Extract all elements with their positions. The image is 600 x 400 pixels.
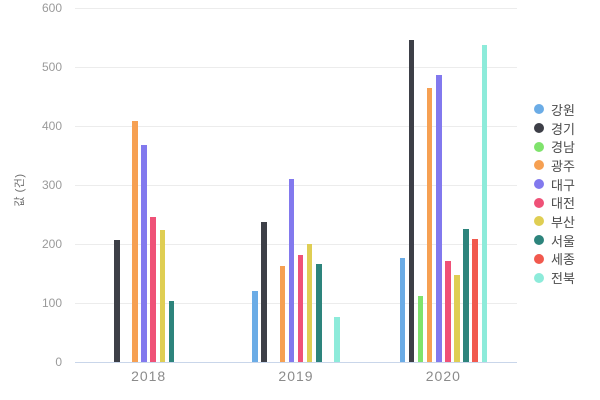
legend-label: 강원	[551, 102, 575, 118]
legend-dot-icon	[534, 272, 544, 283]
legend-label: 대전	[551, 196, 575, 212]
x-axis-label: 2020	[425, 368, 461, 384]
bar[interactable]	[288, 178, 295, 362]
gridline	[75, 185, 517, 186]
x-axis-label: 2019	[278, 368, 314, 384]
legend-item[interactable]: 경남	[534, 137, 575, 156]
legend-dot-icon	[534, 123, 544, 134]
bar[interactable]	[306, 244, 313, 362]
y-tick-label: 0	[55, 355, 62, 369]
bar[interactable]	[316, 264, 322, 362]
bar[interactable]	[417, 295, 424, 362]
bar[interactable]	[408, 40, 415, 362]
bar[interactable]	[472, 238, 478, 362]
gridline	[75, 362, 517, 363]
legend-item[interactable]: 세종	[534, 250, 575, 269]
legend-item[interactable]: 대전	[534, 193, 575, 212]
legend-label: 세종	[551, 252, 575, 268]
bar[interactable]	[252, 291, 258, 362]
y-tick-label: 600	[41, 1, 62, 15]
legend-dot-icon	[534, 197, 544, 208]
legend-dot-icon	[534, 104, 544, 115]
gridline	[75, 67, 517, 68]
bar[interactable]	[426, 88, 433, 362]
bar[interactable]	[261, 221, 267, 362]
gridline	[75, 303, 517, 304]
legend-item[interactable]: 전북	[534, 268, 575, 287]
legend-label: 전북	[551, 271, 575, 287]
bar[interactable]	[141, 145, 147, 362]
legend-label: 경남	[551, 140, 575, 156]
bar[interactable]	[297, 254, 304, 362]
bar[interactable]	[454, 275, 460, 362]
legend-item[interactable]: 광주	[534, 156, 575, 175]
gridline	[75, 244, 517, 245]
legend-item[interactable]: 경기	[534, 119, 575, 138]
gridline	[75, 126, 517, 127]
bar[interactable]	[114, 240, 120, 362]
legend-item[interactable]: 대구	[534, 175, 575, 194]
legend-item[interactable]: 부산	[534, 212, 575, 231]
legend-dot-icon	[534, 216, 544, 227]
bar[interactable]	[399, 257, 406, 362]
legend-dot-icon	[534, 253, 544, 264]
legend-dot-icon	[534, 141, 544, 152]
bar[interactable]	[279, 266, 286, 362]
gridline	[75, 8, 517, 9]
bar[interactable]	[481, 45, 488, 362]
legend-dot-icon	[534, 179, 544, 190]
x-axis-label: 2018	[131, 368, 167, 384]
legend-item[interactable]: 서울	[534, 231, 575, 250]
bar[interactable]	[150, 216, 156, 362]
y-tick-label: 500	[41, 60, 62, 74]
bar[interactable]	[159, 229, 166, 362]
bar[interactable]	[334, 317, 340, 362]
y-tick-label: 100	[41, 296, 62, 310]
bar[interactable]	[168, 301, 175, 362]
legend-label: 광주	[551, 158, 575, 174]
bar[interactable]	[445, 261, 451, 362]
legend-label: 부산	[551, 214, 575, 230]
y-tick-label: 200	[41, 237, 62, 251]
bar[interactable]	[436, 74, 442, 362]
bar[interactable]	[463, 228, 469, 362]
legend-label: 대구	[551, 177, 575, 193]
legend-item[interactable]: 강원	[534, 100, 575, 119]
y-tick-label: 400	[41, 119, 62, 133]
bar[interactable]	[132, 120, 138, 362]
legend-dot-icon	[534, 235, 544, 246]
legend-dot-icon	[534, 160, 544, 171]
y-tick-label: 300	[41, 178, 62, 192]
legend-label: 서울	[551, 233, 575, 249]
legend-label: 경기	[551, 121, 575, 137]
